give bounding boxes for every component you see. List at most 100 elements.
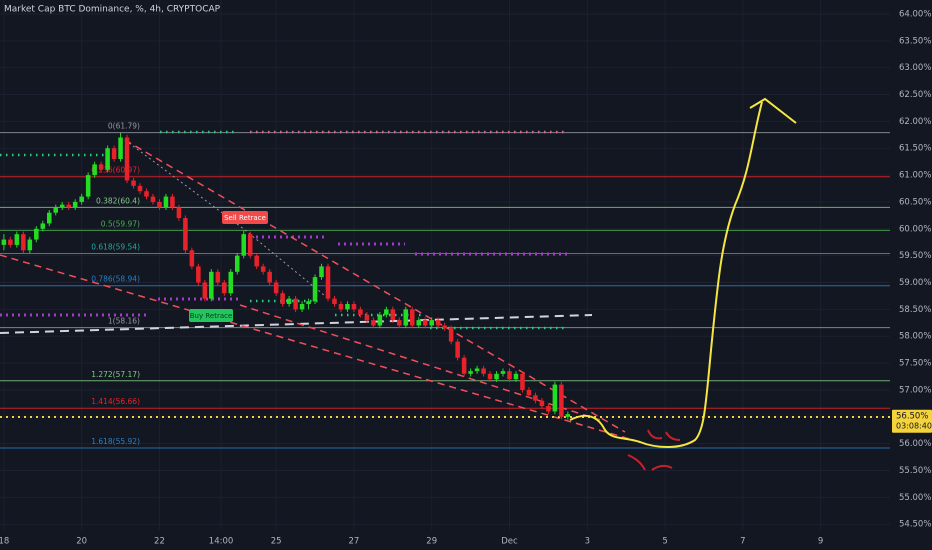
candle-body [189, 250, 195, 267]
candle-body [8, 239, 13, 245]
y-tick-label: 63.50% [899, 36, 931, 46]
y-tick-label: 60.00% [899, 224, 931, 234]
candle-body [66, 204, 71, 208]
candle-body [280, 293, 285, 305]
candle-body [241, 234, 246, 256]
fib-label: 0.5(59.97) [101, 219, 140, 228]
x-tick-label: 22 [154, 537, 165, 547]
candle-body [468, 371, 473, 374]
candle-body [494, 373, 499, 380]
candle-body [144, 191, 149, 197]
candle-body [487, 373, 493, 380]
mark [627, 429, 681, 471]
candle-body [215, 271, 221, 283]
fib-trend [124, 139, 331, 301]
candle-body [124, 137, 130, 181]
x-tick-label: Dec [501, 537, 518, 547]
projection-arrow [749, 97, 797, 124]
x-tick-label: 20 [76, 537, 87, 547]
trend-line [0, 314, 593, 334]
candle-body [254, 255, 259, 267]
candle-body [390, 309, 396, 321]
candle-body [377, 314, 383, 326]
candle-body [46, 212, 52, 224]
candle-body [481, 368, 486, 374]
candle-body [267, 271, 272, 283]
fib-label: 1.618(55.92) [91, 437, 140, 446]
candle-body [325, 266, 331, 299]
y-tick-label: 61.50% [899, 144, 931, 154]
candle-body [14, 234, 20, 245]
x-tick-label: 5 [662, 537, 667, 547]
x-tick-label: 29 [426, 537, 437, 547]
y-tick-label: 62.50% [899, 90, 931, 100]
candle-body [416, 320, 422, 326]
candle-body [358, 309, 363, 315]
y-tick-label: 64.00% [899, 9, 931, 19]
candle-body [21, 234, 26, 251]
candle-body [435, 320, 441, 326]
annotation: Sell Retrace [224, 214, 266, 222]
fib-label: 0.786(58.94) [91, 275, 140, 284]
x-tick-label: 25 [271, 537, 282, 547]
candle-body [461, 357, 467, 374]
candle-body [202, 282, 208, 299]
candle-body [53, 207, 59, 213]
candle-body [293, 298, 298, 310]
candle-body [507, 371, 512, 380]
candle-body [552, 384, 558, 412]
fib-label: 0.382(60.4) [96, 196, 140, 205]
candle-body [234, 255, 240, 272]
candle-body [1, 239, 7, 245]
price-label: 56.50% [896, 411, 928, 421]
drawings [0, 97, 890, 471]
candle-body [92, 164, 97, 176]
grid [0, 0, 890, 530]
candle-body [442, 325, 447, 329]
candle-body [85, 175, 91, 197]
candle-body [196, 266, 201, 283]
x-tick-label: 7 [740, 537, 745, 547]
candle-body [306, 301, 311, 305]
candle-body [559, 384, 564, 417]
candle-body [403, 309, 409, 326]
candle-body [273, 282, 279, 294]
candle-body [539, 400, 545, 407]
candle-body [137, 185, 143, 192]
y-tick-label: 55.50% [899, 466, 931, 476]
candle-body [448, 328, 454, 342]
candle-body [422, 320, 428, 326]
trend-line [0, 254, 641, 443]
y-tick-label: 57.50% [899, 359, 931, 369]
chart-title: Market Cap BTC Dominance, %, 4h, CRYPTOC… [4, 5, 221, 15]
candle-body [170, 196, 175, 208]
candle-body [131, 180, 136, 186]
candle-body [27, 239, 33, 251]
candle-body [118, 137, 123, 159]
candle-body [157, 201, 162, 208]
fib-levels: 0(61.79) 0.236(60.97) 0.382(60.4) 0.5(59.97… [0, 122, 890, 449]
candle-body [384, 309, 389, 315]
candle-body [319, 266, 324, 278]
candle-body [98, 164, 104, 170]
candle-body [222, 282, 227, 294]
candle-body [526, 389, 532, 396]
candle-body [150, 196, 156, 202]
fib-label: 0.236(60.97) [91, 166, 140, 175]
candle-body [513, 373, 519, 380]
y-tick-label: 54.50% [899, 520, 931, 530]
candle-body [176, 207, 182, 219]
x-tick-label: 9 [818, 537, 823, 547]
candle-body [163, 196, 169, 208]
candle-body [338, 304, 344, 310]
fib-label: 1(58.16) [108, 317, 140, 326]
x-tick-label: 14:00 [209, 537, 234, 547]
candle-body [247, 234, 253, 256]
candle-body [520, 373, 525, 390]
candle-body [500, 371, 506, 374]
x-tick-label: 27 [349, 537, 360, 547]
candle-body [228, 271, 234, 294]
annotation: Buy Retrace [190, 312, 233, 320]
candle-body [183, 218, 188, 251]
candle-body [72, 201, 78, 208]
